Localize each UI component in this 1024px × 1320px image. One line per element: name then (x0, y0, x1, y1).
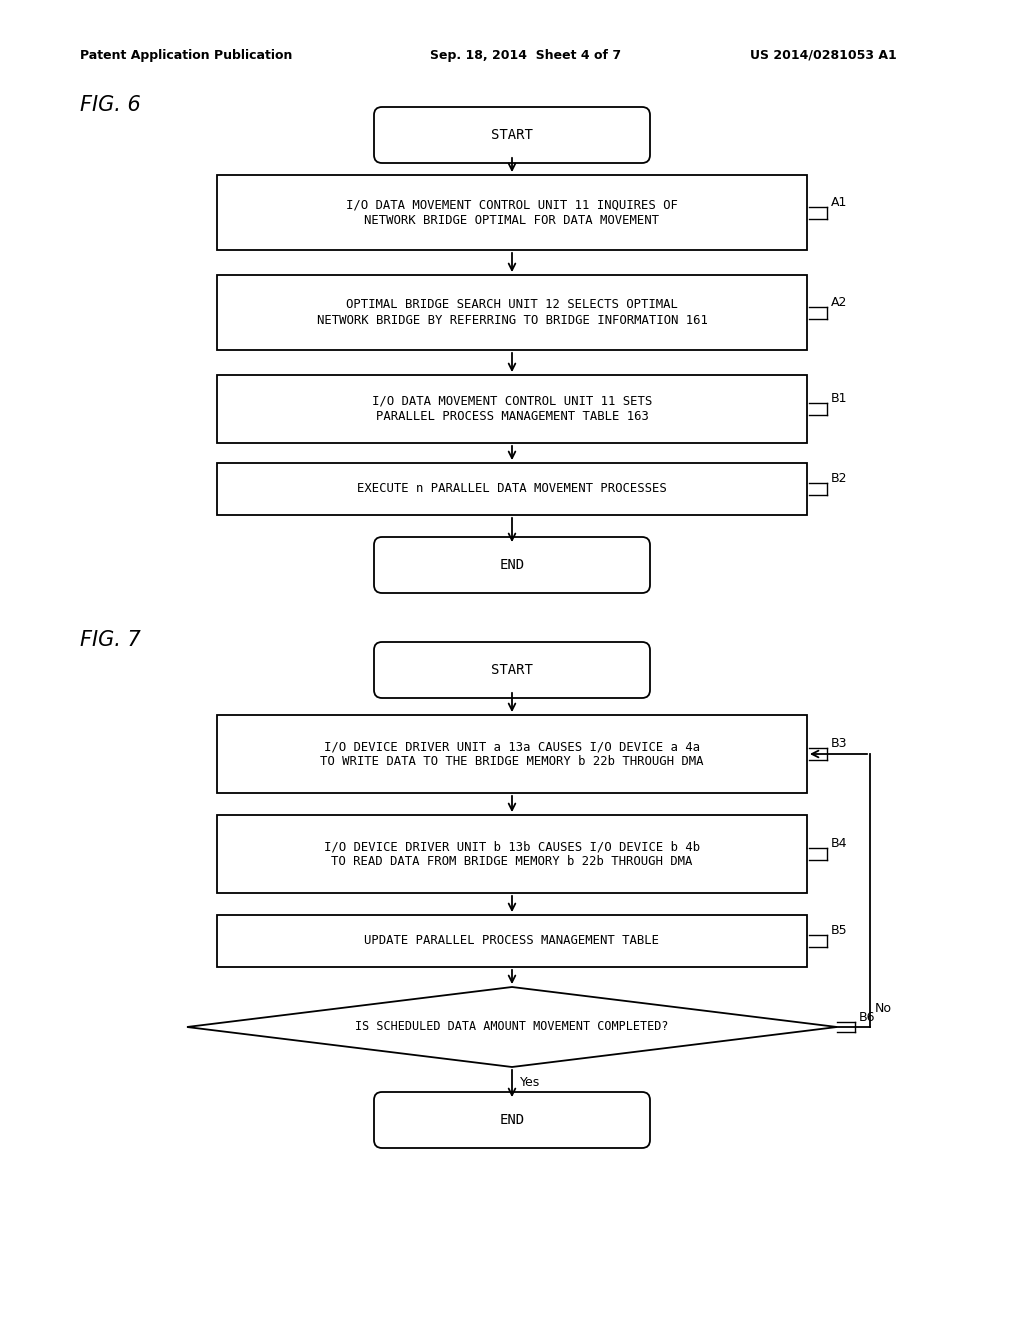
Text: OPTIMAL BRIDGE SEARCH UNIT 12 SELECTS OPTIMAL
NETWORK BRIDGE BY REFERRING TO BRI: OPTIMAL BRIDGE SEARCH UNIT 12 SELECTS OP… (316, 298, 708, 326)
FancyBboxPatch shape (374, 1092, 650, 1148)
Text: UPDATE PARALLEL PROCESS MANAGEMENT TABLE: UPDATE PARALLEL PROCESS MANAGEMENT TABLE (365, 935, 659, 948)
Text: START: START (492, 128, 532, 143)
FancyBboxPatch shape (374, 537, 650, 593)
Text: EXECUTE n PARALLEL DATA MOVEMENT PROCESSES: EXECUTE n PARALLEL DATA MOVEMENT PROCESS… (357, 483, 667, 495)
Text: B1: B1 (831, 392, 848, 405)
Text: No: No (874, 1002, 892, 1015)
Bar (217, 275, 807, 350)
Text: Patent Application Publication: Patent Application Publication (80, 49, 293, 62)
Bar (217, 375, 807, 444)
Text: START: START (492, 663, 532, 677)
Text: END: END (500, 558, 524, 572)
Text: Yes: Yes (520, 1076, 541, 1089)
Text: US 2014/0281053 A1: US 2014/0281053 A1 (750, 49, 897, 62)
Text: B3: B3 (831, 737, 848, 750)
Text: B5: B5 (831, 924, 848, 937)
Text: I/O DEVICE DRIVER UNIT a 13a CAUSES I/O DEVICE a 4a
TO WRITE DATA TO THE BRIDGE : I/O DEVICE DRIVER UNIT a 13a CAUSES I/O … (321, 741, 703, 768)
Bar (217, 715, 807, 793)
Bar (217, 814, 807, 894)
Text: B6: B6 (859, 1011, 876, 1024)
Text: FIG. 6: FIG. 6 (80, 95, 140, 115)
Text: B4: B4 (831, 837, 848, 850)
FancyBboxPatch shape (374, 107, 650, 162)
Text: Sep. 18, 2014  Sheet 4 of 7: Sep. 18, 2014 Sheet 4 of 7 (430, 49, 622, 62)
Text: B2: B2 (831, 473, 848, 484)
Text: A1: A1 (831, 195, 848, 209)
Polygon shape (187, 987, 837, 1067)
Text: I/O DATA MOVEMENT CONTROL UNIT 11 SETS
PARALLEL PROCESS MANAGEMENT TABLE 163: I/O DATA MOVEMENT CONTROL UNIT 11 SETS P… (372, 395, 652, 422)
Text: A2: A2 (831, 296, 848, 309)
Text: I/O DEVICE DRIVER UNIT b 13b CAUSES I/O DEVICE b 4b
TO READ DATA FROM BRIDGE MEM: I/O DEVICE DRIVER UNIT b 13b CAUSES I/O … (324, 840, 700, 869)
Text: END: END (500, 1113, 524, 1127)
Text: IS SCHEDULED DATA AMOUNT MOVEMENT COMPLETED?: IS SCHEDULED DATA AMOUNT MOVEMENT COMPLE… (355, 1020, 669, 1034)
Text: FIG. 7: FIG. 7 (80, 630, 140, 649)
FancyBboxPatch shape (374, 642, 650, 698)
Text: I/O DATA MOVEMENT CONTROL UNIT 11 INQUIRES OF
NETWORK BRIDGE OPTIMAL FOR DATA MO: I/O DATA MOVEMENT CONTROL UNIT 11 INQUIR… (346, 198, 678, 227)
Bar (217, 176, 807, 249)
Bar (217, 915, 807, 968)
Bar (217, 463, 807, 515)
